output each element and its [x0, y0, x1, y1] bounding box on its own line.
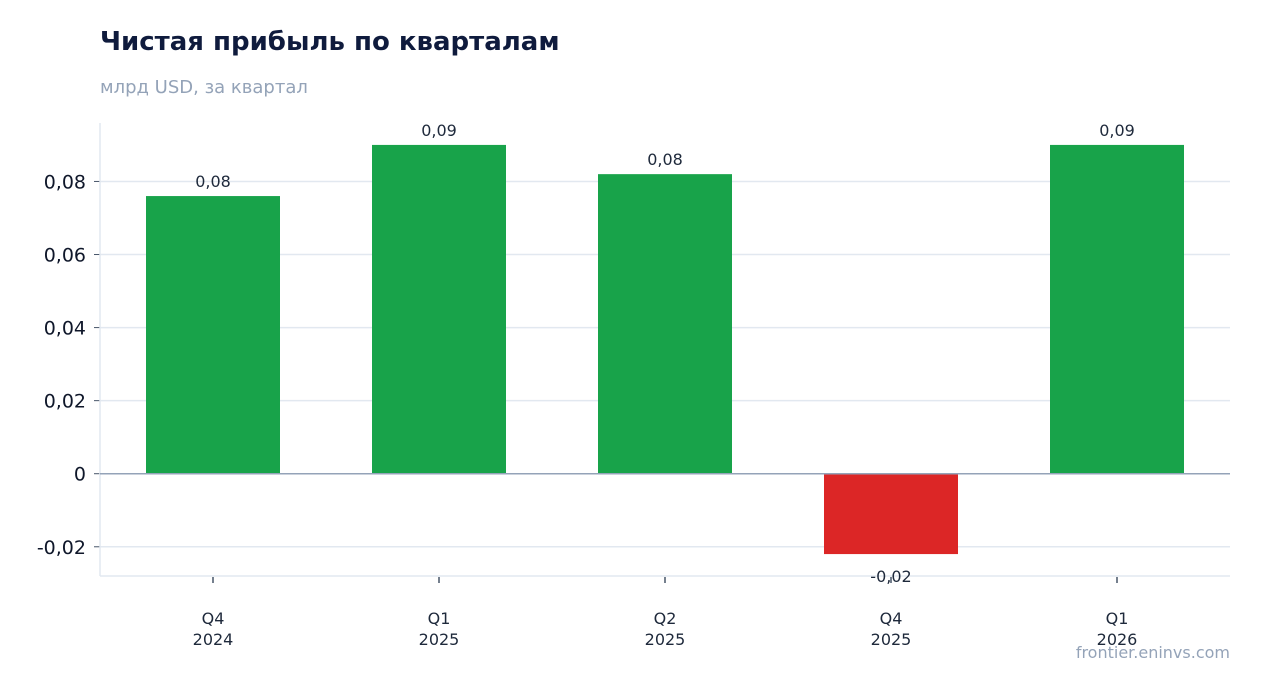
bar — [598, 174, 732, 474]
y-tick-label: 0,04 — [44, 318, 86, 340]
bar-value-label: 0,09 — [421, 121, 457, 140]
x-tick-label: 2025 — [645, 630, 686, 649]
bar-value-label: 0,08 — [195, 172, 231, 191]
source-footer: frontier.eninvs.com — [1075, 643, 1230, 662]
x-tick-label: 2024 — [193, 630, 234, 649]
x-tick-label: Q1 — [1106, 609, 1129, 628]
x-tick-label: Q4 — [880, 609, 903, 628]
y-tick-label: -0,02 — [37, 537, 86, 559]
bar — [1050, 144, 1184, 474]
y-tick-label: 0,02 — [44, 391, 86, 413]
y-tick-label: 0,08 — [44, 171, 86, 193]
y-tick-label: 0 — [74, 464, 86, 486]
x-tick-label: Q1 — [428, 609, 451, 628]
x-tick-label: 2026 — [1097, 630, 1138, 649]
x-tick-label: Q4 — [202, 609, 225, 628]
x-tick-label: 2025 — [871, 630, 912, 649]
chart-subtitle: млрд USD, за квартал — [100, 77, 308, 98]
bar — [824, 473, 958, 555]
x-tick-label: 2025 — [419, 630, 460, 649]
bar-value-label: 0,09 — [1099, 121, 1135, 140]
x-tick-label: Q2 — [654, 609, 677, 628]
y-tick-label: 0,06 — [44, 245, 86, 267]
bar — [372, 144, 506, 474]
bar — [146, 196, 280, 474]
chart-title: Чистая прибыль по кварталам — [100, 27, 560, 57]
bar-value-label: 0,08 — [647, 150, 683, 169]
bar-value-label: -0,02 — [870, 567, 911, 586]
